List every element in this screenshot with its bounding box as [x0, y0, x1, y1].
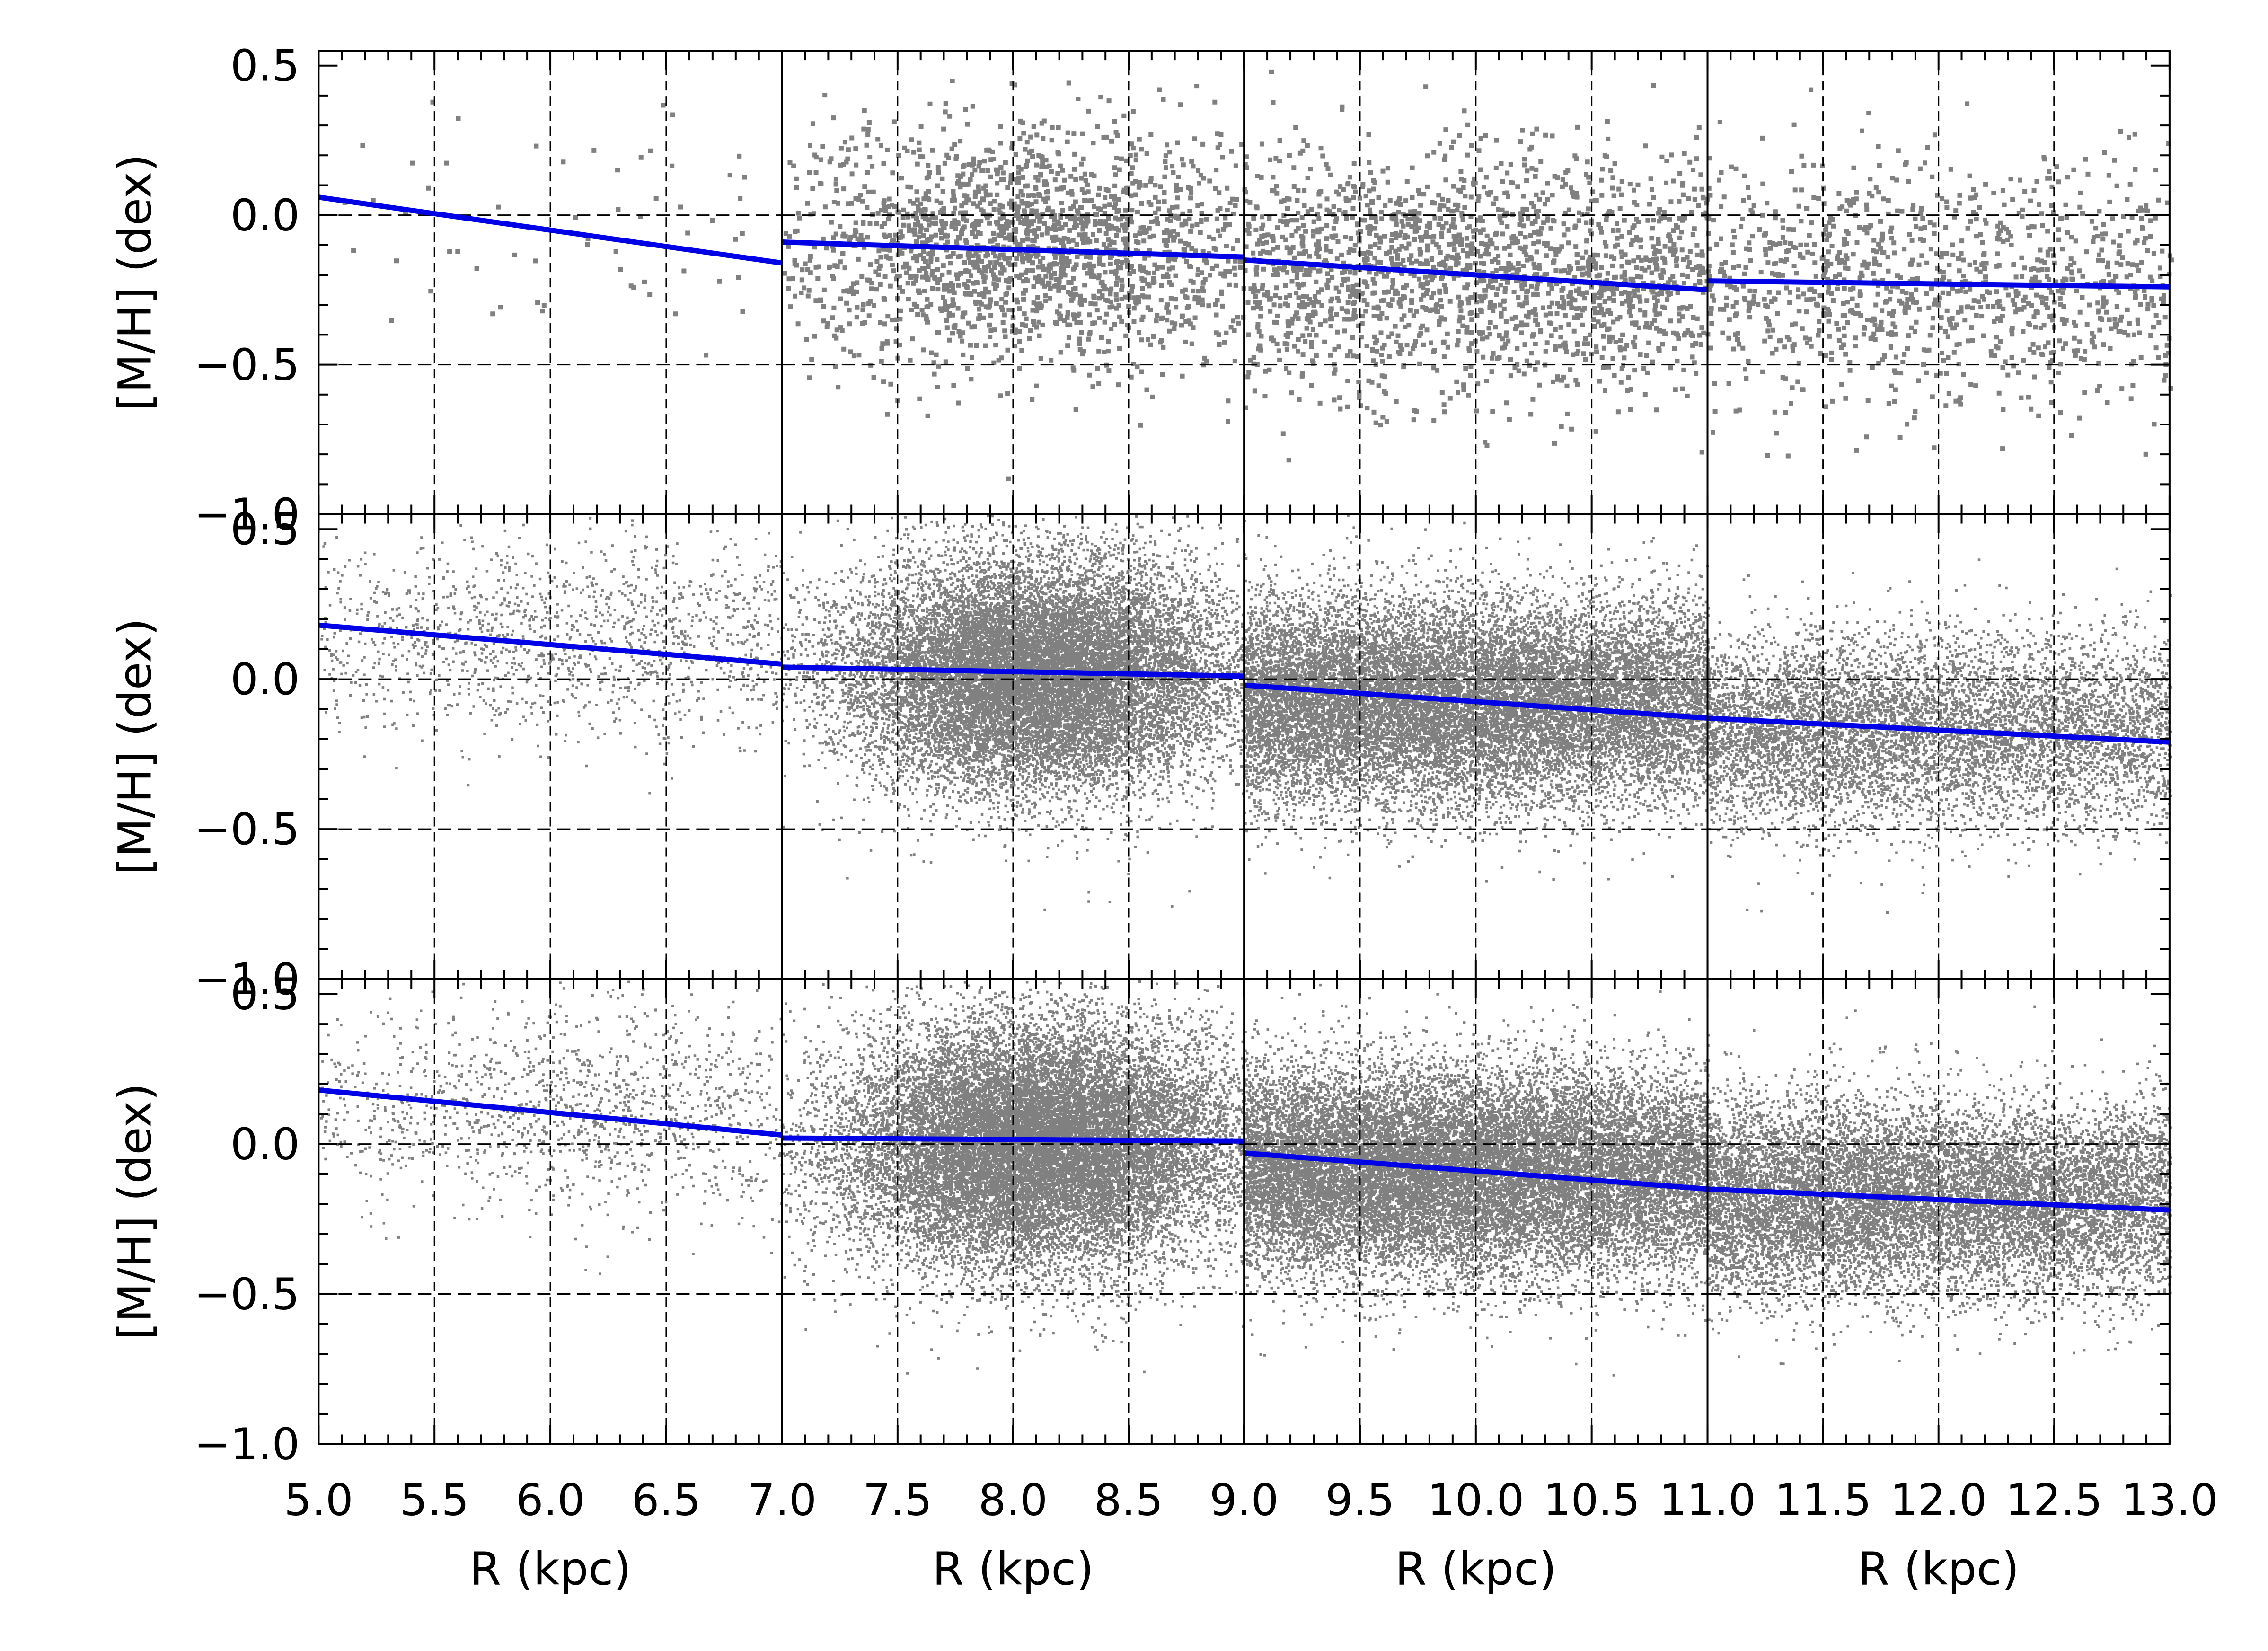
scatter-points-row3-col3 — [1244, 983, 1710, 1377]
x-axis-title: R (kpc) — [1858, 1542, 2019, 1595]
x-tick-label: 6.5 — [632, 1474, 701, 1525]
scatter-points-row2-col2 — [782, 514, 1247, 911]
x-tick-label: 6.0 — [516, 1474, 585, 1525]
x-tick-label: 12.5 — [2005, 1474, 2102, 1525]
fit-line-row2-col1 — [318, 622, 783, 667]
fit-line-row1-col3 — [1244, 257, 1708, 293]
fit-line-row3-col1 — [318, 1087, 783, 1138]
fit-line-row2-col2 — [782, 664, 1244, 679]
scatter-points-row2-col1 — [320, 517, 785, 795]
x-tick-label: 5.0 — [284, 1474, 353, 1525]
x-tick-label: 10.5 — [1543, 1474, 1640, 1525]
x-tick-label: 12.0 — [1890, 1474, 1987, 1525]
x-tick-label: 9.0 — [1209, 1474, 1279, 1525]
x-axis-title: R (kpc) — [469, 1542, 631, 1595]
fit-line-row1-col2 — [782, 239, 1244, 260]
fit-line-row3-col4 — [1707, 1186, 2170, 1213]
scatter-points — [320, 69, 2174, 1377]
y-tick-label: 0.0 — [230, 1119, 300, 1170]
y-tick-label: −1.0 — [194, 1419, 300, 1469]
y-axis-title: [M/H] (dex) — [108, 1083, 161, 1340]
y-tick-label: 0.0 — [230, 190, 300, 241]
fit-lines — [318, 194, 2170, 1213]
x-tick-label: 8.5 — [1094, 1474, 1163, 1525]
x-axis-title: R (kpc) — [1395, 1542, 1556, 1595]
scatter-points-row2-col3 — [1244, 514, 1710, 883]
x-tick-label: 11.0 — [1659, 1474, 1756, 1525]
x-tick-label: 7.0 — [748, 1474, 817, 1525]
y-tick-label: 0.5 — [230, 504, 300, 555]
scatter-points-row1-col1 — [342, 99, 747, 358]
x-tick-label: 9.5 — [1325, 1474, 1394, 1525]
x-axis-title: R (kpc) — [932, 1542, 1094, 1595]
y-tick-label: 0.5 — [230, 969, 300, 1020]
y-tick-label: −1.0 — [194, 489, 300, 540]
scatter-points-row3-col2 — [782, 980, 1247, 1375]
x-tick-label: 8.0 — [979, 1474, 1048, 1525]
x-tick-label: 7.5 — [863, 1474, 932, 1525]
x-tick-label: 5.5 — [400, 1474, 469, 1525]
fit-line-row3-col2 — [782, 1135, 1244, 1144]
axis-labels: −1.0 −0.5 0.0 0.5 [M/H] (dex) −1.0 −0.5 0.0 0.5 [… — [108, 41, 2218, 1596]
y-tick-label: −0.5 — [194, 804, 300, 855]
scatter-points-row3-col4 — [1707, 1005, 2172, 1365]
fit-line-row2-col3 — [1244, 682, 1708, 721]
y-axis-title: [M/H] (dex) — [108, 618, 161, 875]
fit-line-row1-col1 — [318, 194, 783, 266]
y-tick-label: −0.5 — [194, 340, 300, 390]
x-tick-label: 11.5 — [1774, 1474, 1871, 1525]
scatter-points-row1-col2 — [782, 79, 1249, 481]
y-tick-label: −0.5 — [194, 1269, 300, 1320]
y-tick-label: −1.0 — [194, 954, 300, 1005]
y-tick-label: 0.0 — [230, 654, 300, 705]
panel-frames — [318, 50, 2171, 1445]
scatter-points-row1-col4 — [1708, 87, 2174, 459]
fit-line-row1-col4 — [1707, 278, 2170, 290]
x-tick-label: 10.0 — [1427, 1474, 1524, 1525]
fit-line-row2-col4 — [1707, 715, 2170, 745]
y-axis-title: [M/H] (dex) — [108, 154, 161, 411]
x-tick-label: 13.0 — [2121, 1474, 2218, 1525]
y-tick-label: 0.5 — [230, 41, 300, 91]
fit-line-row3-col3 — [1244, 1150, 1708, 1192]
scatter-points-row1-col3 — [1244, 69, 1712, 463]
